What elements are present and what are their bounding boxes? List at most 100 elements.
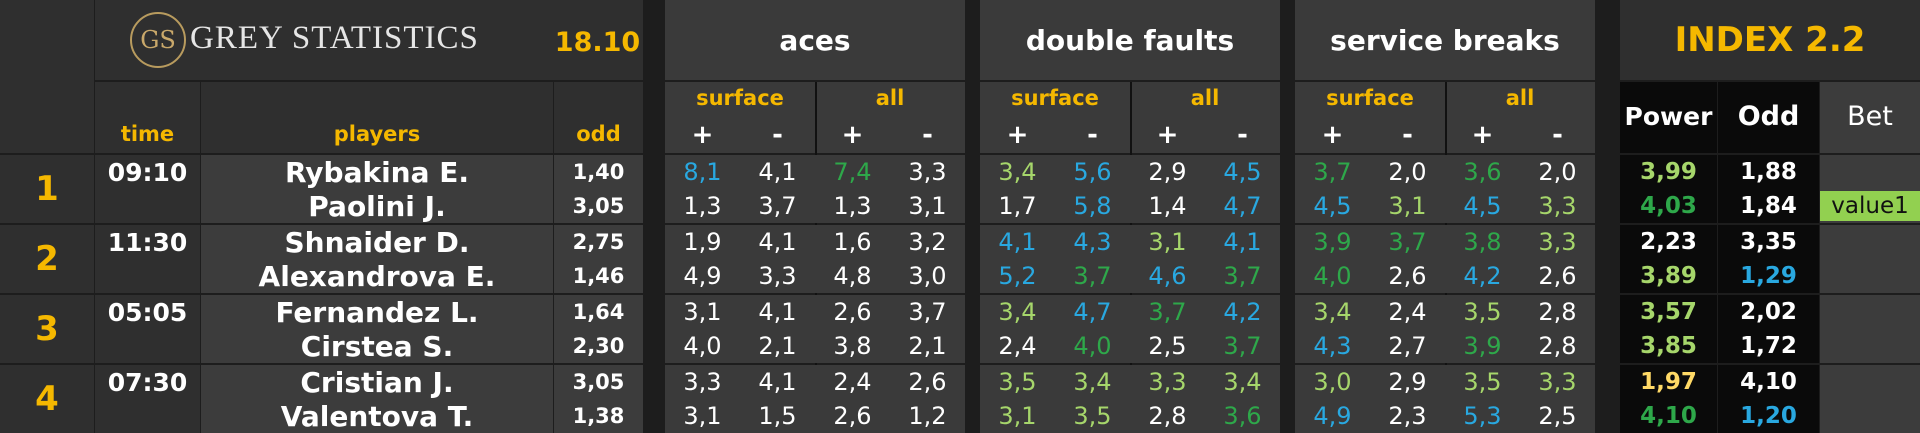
- bet-value-badge[interactable]: value1: [1820, 191, 1920, 221]
- player-odd: 2,75: [572, 230, 625, 254]
- odd2-value: 2,02: [1740, 299, 1797, 325]
- odd2-cell: [1718, 365, 1819, 433]
- odd-header: odd: [576, 122, 621, 146]
- stat-value: 3,7: [1148, 298, 1187, 326]
- minus-header: -: [1087, 120, 1098, 150]
- stat-value: 5,3: [1463, 402, 1502, 430]
- minus-header: -: [1402, 120, 1413, 150]
- stat-value: 4,1: [758, 368, 797, 396]
- power-cell: [1620, 155, 1717, 223]
- stat-value: 3,7: [1223, 262, 1262, 290]
- plus-header: +: [1471, 120, 1494, 150]
- odd2-cell: [1718, 225, 1819, 293]
- stat-value: 4,1: [998, 228, 1037, 256]
- plus-header: +: [1321, 120, 1344, 150]
- power-header-cell: [1620, 82, 1717, 153]
- stat-value: 3,7: [1073, 262, 1112, 290]
- stat-value: 3,9: [1463, 332, 1502, 360]
- stat-value: 1,4: [1148, 192, 1187, 220]
- stats-cell: [1295, 155, 1595, 223]
- time-header-cell: [95, 82, 200, 153]
- stats-cell: [980, 365, 1280, 433]
- stat-value: 1,7: [998, 192, 1037, 220]
- stat-value: 3,7: [908, 298, 947, 326]
- match-number-cell: [0, 365, 94, 433]
- odd2-header-cell: [1718, 82, 1819, 153]
- power-value: 3,89: [1640, 263, 1697, 289]
- stat-value: 1,3: [833, 192, 872, 220]
- power-cell: [1620, 365, 1717, 433]
- power-value: 3,57: [1640, 299, 1697, 325]
- corner-cell: [0, 0, 94, 153]
- stat-value: 3,7: [1388, 228, 1427, 256]
- player-odd: 1,38: [572, 404, 625, 428]
- double-faults-surface-header: surface: [1011, 86, 1099, 110]
- player-odd: 1,64: [572, 300, 625, 324]
- player-name: Shnaider D.: [284, 225, 470, 259]
- match-time: 07:30: [107, 367, 188, 397]
- stat-value: 3,7: [758, 192, 797, 220]
- stat-value: 7,4: [833, 158, 872, 186]
- stat-value: 2,8: [1538, 332, 1577, 360]
- stat-value: 3,3: [758, 262, 797, 290]
- bet-header-cell: [1820, 82, 1920, 153]
- stat-value: 4,2: [1463, 262, 1502, 290]
- time-header: time: [120, 122, 175, 146]
- stat-value: 2,7: [1388, 332, 1427, 360]
- odd2-value: 1,20: [1740, 403, 1797, 429]
- match-number: 3: [35, 309, 59, 349]
- match-time-cell: [95, 365, 200, 433]
- odd2-value: 4,10: [1740, 369, 1797, 395]
- stat-value: 4,3: [1313, 332, 1352, 360]
- match-number-cell: [0, 225, 94, 293]
- stat-value: 3,1: [1148, 228, 1187, 256]
- match-time: 09:10: [107, 157, 188, 187]
- power-value: 3,99: [1640, 159, 1697, 185]
- stat-value: 2,0: [1538, 158, 1577, 186]
- stat-value: 4,2: [1223, 298, 1262, 326]
- plus-header: +: [1156, 120, 1179, 150]
- odds-cell: [554, 365, 643, 433]
- bet-cell: [1820, 225, 1920, 293]
- match-time: 05:05: [107, 297, 188, 327]
- stats-cell: [665, 155, 965, 223]
- match-number: 2: [35, 239, 59, 279]
- stat-value: 4,5: [1463, 192, 1502, 220]
- power-cell: [1620, 295, 1717, 363]
- stat-value: 3,3: [1538, 228, 1577, 256]
- stat-value: 1,3: [683, 192, 722, 220]
- stat-value: 3,1: [908, 192, 947, 220]
- player-odd: 1,46: [572, 264, 625, 288]
- odds-cell: [554, 155, 643, 223]
- service-breaks-section-title: service breaks: [1330, 23, 1560, 57]
- power-value: 3,85: [1640, 333, 1697, 359]
- stat-value: 4,0: [1073, 332, 1112, 360]
- double-faults-section-cell: [980, 0, 1280, 80]
- stat-value: 4,9: [1313, 402, 1352, 430]
- minus-header: -: [1552, 120, 1563, 150]
- power-value: 4,03: [1640, 193, 1697, 219]
- player-name: Paolini J.: [308, 189, 446, 223]
- stat-value: 1,9: [683, 228, 722, 256]
- stat-value: 3,7: [1313, 158, 1352, 186]
- aces-section-title: aces: [779, 23, 851, 57]
- odd2-header: Odd: [1737, 100, 1800, 132]
- stat-value: 3,8: [833, 332, 872, 360]
- stat-value: 1,2: [908, 402, 947, 430]
- stat-value: 2,9: [1388, 368, 1427, 396]
- stat-value: 2,8: [1148, 402, 1187, 430]
- player-name: Alexandrova E.: [258, 259, 496, 293]
- stat-value: 3,5: [1073, 402, 1112, 430]
- stat-value: 3,6: [1463, 158, 1502, 186]
- stat-value: 3,5: [1463, 368, 1502, 396]
- aces-section-cell: [665, 0, 965, 80]
- stat-value: 2,4: [998, 332, 1037, 360]
- stat-value: 3,1: [1388, 192, 1427, 220]
- index-title: INDEX 2.2: [1674, 20, 1866, 60]
- stat-value: 3,4: [998, 158, 1037, 186]
- double-faults-section-title: double faults: [1025, 23, 1235, 57]
- stat-value: 2,5: [1538, 402, 1577, 430]
- stat-value: 3,9: [1313, 228, 1352, 256]
- stat-value: 2,6: [1538, 262, 1577, 290]
